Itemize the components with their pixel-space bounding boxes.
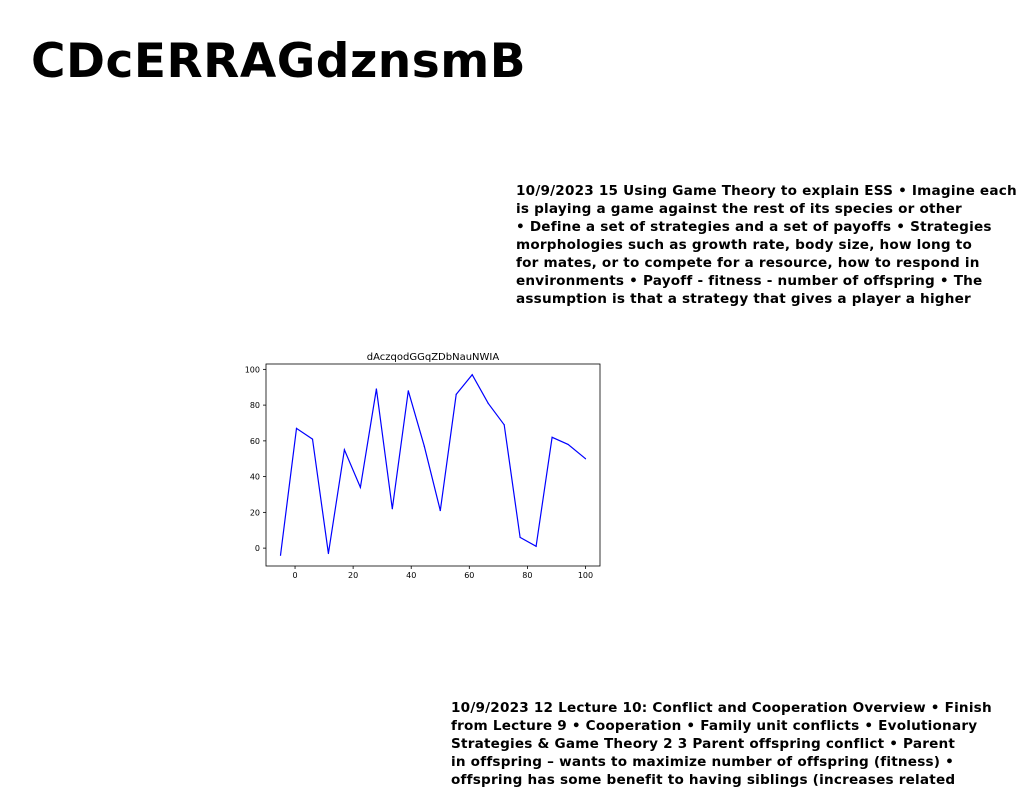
data-point (519, 536, 521, 538)
page-title: CDcERRAGdznsmB (31, 34, 527, 89)
data-point (423, 445, 425, 447)
text-line: environments • Payoff - fitness - number… (516, 273, 983, 289)
text-line: assumption is that a strategy that gives… (516, 291, 971, 307)
data-point (535, 545, 537, 547)
y-tick-label: 60 (250, 437, 260, 446)
data-point (359, 486, 361, 488)
x-tick-label: 0 (292, 571, 297, 580)
data-point (471, 374, 473, 376)
text-line: from Lecture 9 • Cooperation • Family un… (451, 718, 978, 734)
text-line: in offspring – wants to maximize number … (451, 754, 955, 770)
data-point (439, 509, 441, 512)
text-line: 10/9/2023 15 Using Game Theory to explai… (516, 183, 1017, 199)
text-line: offspring has some benefit to having sib… (451, 772, 956, 788)
x-tick-label: 60 (464, 571, 474, 580)
data-point (567, 443, 569, 446)
x-tick-label: 100 (578, 571, 593, 580)
text-line: is playing a game against the rest of it… (516, 201, 962, 217)
data-point (279, 554, 282, 556)
y-tick-label: 80 (250, 401, 260, 410)
data-point (343, 449, 346, 451)
data-point (311, 438, 314, 440)
data-point (295, 427, 298, 429)
data-point (503, 424, 505, 426)
data-point (487, 402, 489, 404)
text-line: for mates, or to compete for a resource,… (516, 255, 980, 271)
data-point (327, 552, 330, 555)
data-point (391, 508, 393, 510)
series-line (279, 373, 586, 556)
text-block-lecture-overview: 10/9/2023 12 Lecture 10: Conflict and Co… (451, 699, 1011, 789)
chart-series-group (279, 373, 587, 556)
text-line: 10/9/2023 12 Lecture 10: Conflict and Co… (451, 700, 992, 716)
y-tick-label: 20 (250, 508, 260, 517)
chart-plot-frame (265, 363, 601, 567)
data-point (551, 436, 553, 438)
data-point (407, 390, 409, 392)
data-point (584, 458, 587, 460)
line-chart: dAczqodGGqZDbNauNWIA 0 20 40 60 80 100 0 20 40 60… (236, 348, 608, 586)
text-line: Strategies & Game Theory 2 3 Parent offs… (451, 736, 956, 752)
y-tick-label: 0 (255, 544, 260, 553)
y-tick-label: 100 (245, 365, 260, 374)
y-tick-label: 40 (250, 473, 260, 482)
chart-axes-ticks: 0 20 40 60 80 100 0 20 40 60 80 100 (245, 365, 593, 580)
text-line: morphologies such as growth rate, body s… (516, 237, 973, 253)
x-tick-label: 20 (348, 571, 358, 580)
chart-title: dAczqodGGqZDbNauNWIA (367, 352, 500, 363)
x-tick-label: 40 (406, 571, 416, 580)
chart-svg: dAczqodGGqZDbNauNWIA 0 20 40 60 80 100 0 20 40 60… (245, 352, 601, 580)
data-point (375, 388, 377, 390)
text-line: • Define a set of strategies and a set o… (516, 219, 992, 235)
data-point (455, 393, 457, 395)
x-tick-label: 80 (522, 571, 532, 580)
text-block-game-theory: 10/9/2023 15 Using Game Theory to explai… (516, 182, 1024, 308)
